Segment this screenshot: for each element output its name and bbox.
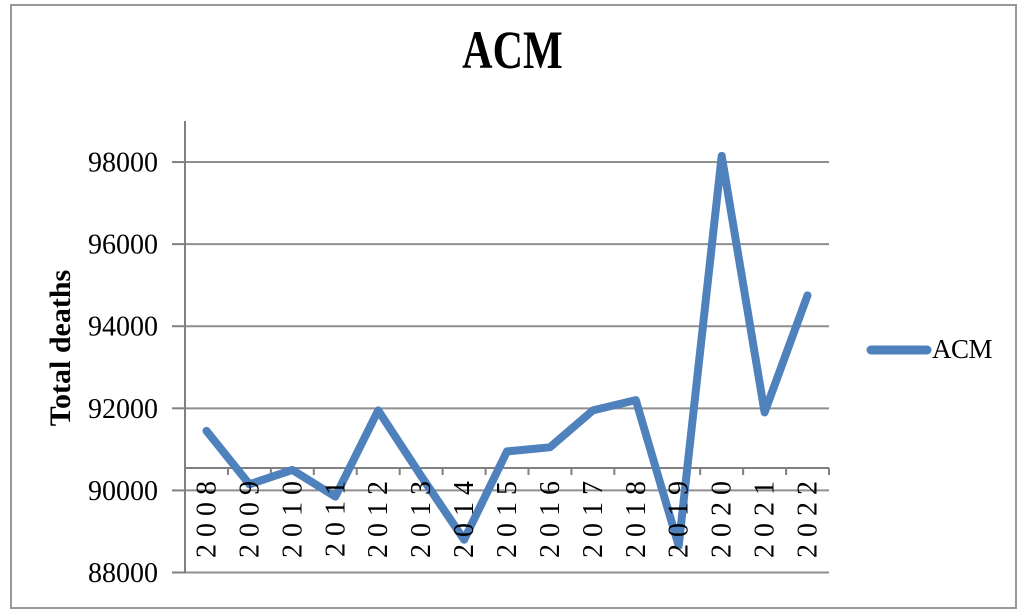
x-tick-label-2010: 2010 [277, 474, 308, 558]
y-tick-label-90000: 90000 [88, 476, 158, 507]
x-tick-label-2015: 2015 [492, 474, 523, 558]
x-tick-label-2008: 2008 [191, 474, 222, 558]
x-tick-label-2020: 2020 [707, 474, 738, 558]
x-tick-label-2021: 2021 [750, 474, 781, 558]
x-tick-label-2011: 2011 [320, 474, 351, 557]
chart-title: ACM [0, 23, 1024, 77]
chart-title-text: ACM [461, 20, 563, 80]
y-tick-label-92000: 92000 [88, 394, 158, 425]
y-tick-label-98000: 98000 [88, 148, 158, 179]
x-tick-label-2022: 2022 [793, 474, 824, 558]
x-tick-label-2019: 2019 [664, 474, 695, 558]
x-tick-label-2014: 2014 [449, 474, 480, 558]
x-tick-label-2017: 2017 [578, 474, 609, 558]
y-tick-label-94000: 94000 [88, 312, 158, 343]
y-tick-label-88000: 88000 [88, 558, 158, 589]
y-tick-label-96000: 96000 [88, 230, 158, 261]
series-line-ACM [202, 151, 812, 550]
x-tick-label-2018: 2018 [621, 474, 652, 558]
x-tick-label-2016: 2016 [535, 474, 566, 558]
x-tick-label-2009: 2009 [234, 474, 265, 558]
figure-border [10, 4, 1017, 609]
legend-label: ACM [932, 334, 993, 364]
x-tick-label-2012: 2012 [363, 474, 394, 558]
x-tick-label-2013: 2013 [406, 474, 437, 558]
legend-line-icon [866, 345, 932, 354]
legend: ACM [866, 334, 993, 364]
